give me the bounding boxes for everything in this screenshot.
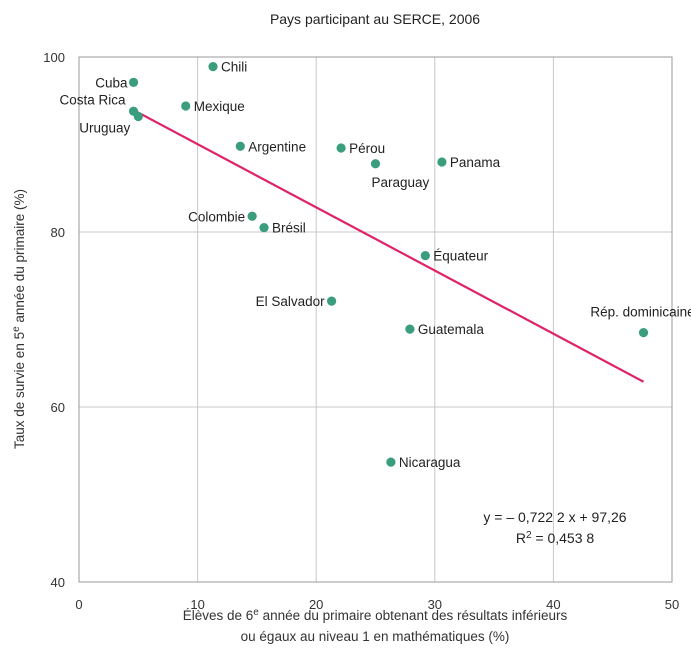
data-point	[259, 223, 269, 233]
data-point	[420, 251, 430, 261]
y-tick-label: 80	[51, 225, 65, 240]
point-label: Chili	[221, 60, 247, 75]
data-point	[133, 111, 143, 122]
data-point	[208, 62, 218, 72]
x-tick-label: 30	[428, 597, 442, 612]
data-point	[405, 324, 415, 334]
data-point	[386, 457, 396, 467]
y-tick-label: 40	[51, 575, 65, 590]
point-label: Colombie	[188, 209, 245, 224]
point-label: Costa Rica	[60, 92, 127, 107]
point-label: Brésil	[272, 221, 306, 236]
point-labels: Cuba Costa Rica Uruguay Chili Mexique Argenti…	[60, 60, 691, 471]
data-point	[370, 159, 381, 169]
data-points	[128, 62, 649, 467]
y-axis-label: Taux de survie en 5e année du primaire (…	[11, 189, 28, 449]
point-label: Cuba	[95, 75, 128, 90]
x-axis-label-line2: ou égaux au niveau 1 en mathématiques (%…	[241, 629, 510, 644]
plot-frame	[78, 56, 673, 583]
point-label: Paraguay	[372, 175, 430, 190]
point-label: Guatemala	[418, 322, 485, 337]
point-label: Pérou	[349, 141, 385, 156]
point-label: Nicaragua	[399, 455, 461, 470]
y-tick-label: 60	[51, 400, 65, 415]
data-point	[336, 143, 346, 153]
data-point	[437, 157, 447, 167]
x-tick-label: 20	[309, 597, 323, 612]
point-label: El Salvador	[256, 294, 326, 309]
data-point	[235, 141, 245, 151]
x-tick-label: 50	[665, 597, 679, 612]
point-label: Panama	[450, 155, 501, 170]
point-label: Mexique	[194, 99, 245, 114]
point-label: Uruguay	[79, 121, 130, 136]
x-tick-label: 0	[75, 597, 82, 612]
r-squared: R2 = 0,453 8	[516, 530, 595, 547]
y-tick-label: 100	[43, 50, 65, 65]
point-label: Argentine	[248, 139, 306, 154]
x-tick-label: 10	[190, 597, 204, 612]
point-label: Rép. dominicaine	[590, 305, 691, 320]
regression-equation: y = – 0,722 2 x + 97,26	[483, 509, 626, 525]
x-tick-label: 40	[546, 597, 560, 612]
trend-line	[133, 109, 645, 383]
ticks: 0 10 20 30 40 50 40 60 80 100	[43, 50, 679, 612]
data-point	[327, 296, 337, 306]
point-label: Équateur	[433, 249, 488, 264]
grid	[79, 57, 672, 582]
data-point	[638, 328, 649, 338]
chart-title: Pays participant au SERCE, 2006	[270, 11, 480, 27]
data-point	[128, 77, 139, 87]
data-point	[181, 101, 191, 111]
data-point	[247, 211, 257, 221]
x-axis-label-line1: Élèves de 6e année du primaire obtenant …	[183, 607, 568, 624]
